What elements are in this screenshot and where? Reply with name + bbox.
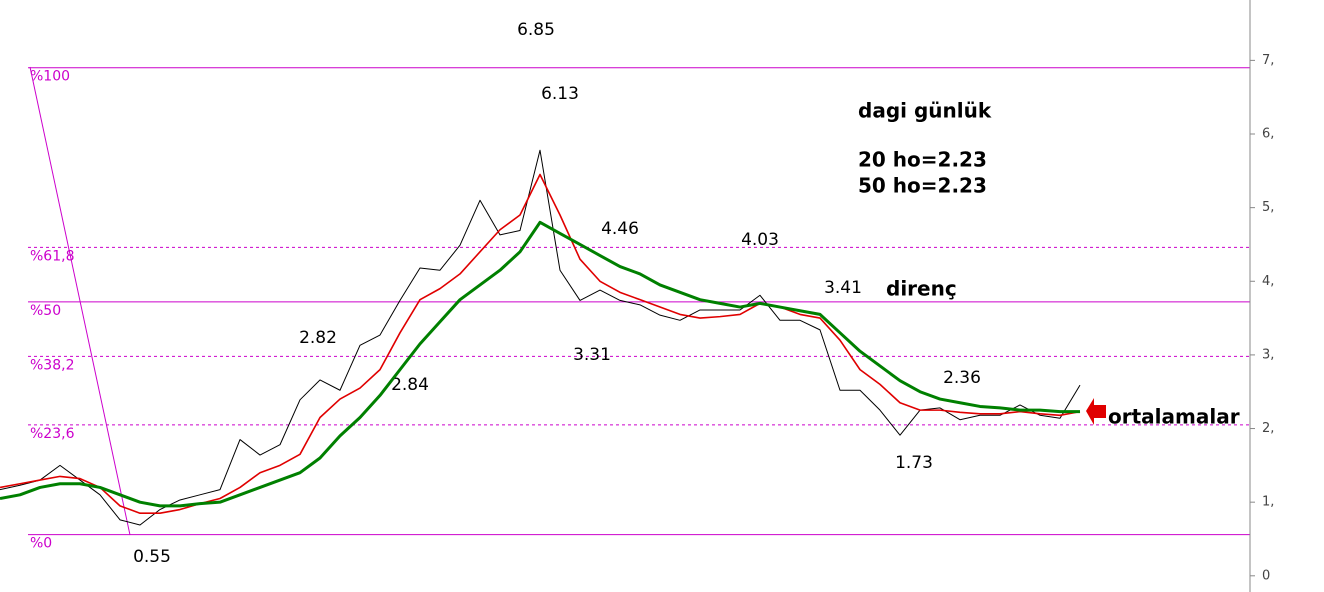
- fib-label: %38,2: [30, 357, 74, 373]
- annotation: ortalamalar: [1108, 405, 1240, 429]
- annotation: 3.41: [824, 278, 862, 298]
- y-tick-label: 0: [1262, 568, 1270, 583]
- annotation: 6.13: [541, 84, 579, 104]
- annotation: 6.85: [517, 20, 555, 40]
- y-tick-label: 5,: [1262, 200, 1274, 215]
- annotation: direnç: [886, 277, 957, 301]
- fib-label: %23,6: [30, 426, 75, 442]
- y-tick-label: 4,: [1262, 274, 1274, 289]
- y-tick-label: 1,: [1262, 495, 1274, 510]
- arrow: [1086, 398, 1106, 425]
- fib-label: %61,8: [30, 248, 74, 264]
- annotation: 2.82: [299, 328, 337, 348]
- fib-label: %100: [30, 69, 70, 85]
- annotation: 3.31: [573, 345, 611, 365]
- y-tick-label: 7,: [1262, 53, 1274, 68]
- annotation: 4.03: [741, 230, 779, 250]
- chart-title: dagi günlük: [858, 99, 992, 123]
- subtitle: 20 ho=2.23: [858, 148, 987, 172]
- annotation: 2.36: [943, 368, 981, 388]
- series-line: [0, 149, 1081, 526]
- series-line: [0, 220, 1080, 508]
- annotation: 1.73: [895, 453, 933, 473]
- fib-label: %50: [30, 303, 61, 319]
- fib-diagonal: [29, 66, 131, 536]
- series-line: [0, 173, 1081, 515]
- annotation: 0.55: [133, 547, 171, 567]
- y-tick-label: 2,: [1262, 421, 1274, 436]
- subtitle: 50 ho=2.23: [858, 174, 987, 198]
- fib-label: %0: [30, 536, 52, 552]
- annotation: 4.46: [601, 219, 639, 239]
- y-tick-label: 3,: [1262, 347, 1274, 362]
- y-tick-label: 6,: [1262, 127, 1274, 142]
- annotation: 2.84: [391, 375, 429, 395]
